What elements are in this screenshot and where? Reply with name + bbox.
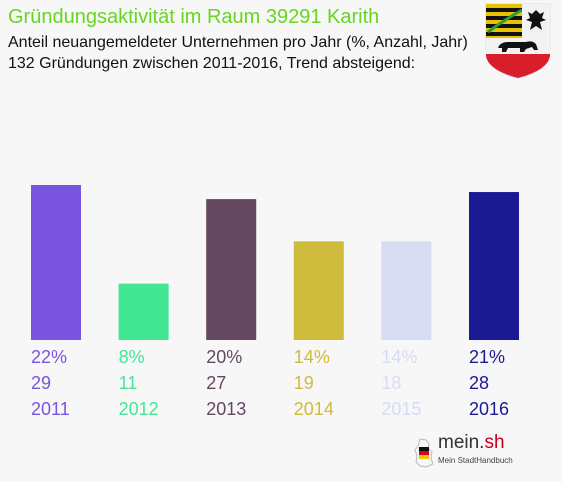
year-label-2014: 2014: [294, 399, 334, 419]
logo-tagline: Mein StadtHandbuch: [438, 456, 513, 465]
year-label-2011: 2011: [31, 399, 70, 419]
bar-2012: [118, 283, 169, 340]
year-label-2016: 2016: [469, 399, 509, 419]
chart-subtitle-1: Anteil neuangemeldeter Unternehmen pro J…: [8, 34, 468, 51]
germany-map-icon: [414, 438, 434, 468]
chart-title: Gründungsaktivität im Raum 39291 Karith: [8, 6, 380, 28]
count-label-2011: 29: [31, 373, 51, 393]
percent-label-2012: 8%: [119, 347, 145, 367]
count-label-2016: 28: [469, 373, 489, 393]
year-label-2015: 2015: [381, 399, 421, 419]
chart-subtitle-2: 132 Gründungen zwischen 2011-2016, Trend…: [8, 55, 416, 72]
bar-2013: [206, 199, 257, 340]
mein-sh-logo[interactable]: mein.sh Mein StadtHandbuch: [412, 432, 524, 472]
bar-2015: [381, 241, 432, 340]
percent-label-2014: 14%: [294, 347, 330, 367]
percent-label-2011: 22%: [31, 347, 67, 367]
count-label-2014: 19: [294, 373, 314, 393]
year-label-2013: 2013: [206, 399, 246, 419]
year-label-2012: 2012: [119, 399, 159, 419]
percent-label-2013: 20%: [206, 347, 242, 367]
bar-2016: [469, 192, 519, 340]
percent-label-2015: 14%: [381, 347, 417, 367]
bar-2014: [293, 241, 344, 340]
coat-of-arms-icon: [485, 3, 551, 79]
logo-text-accent: sh: [484, 432, 505, 453]
count-label-2012: 11: [119, 373, 138, 393]
count-label-2013: 27: [206, 373, 226, 393]
logo-text: mein.: [438, 432, 485, 453]
count-label-2015: 18: [381, 373, 401, 393]
bar-2011: [31, 185, 81, 340]
percent-label-2016: 21%: [469, 347, 505, 367]
